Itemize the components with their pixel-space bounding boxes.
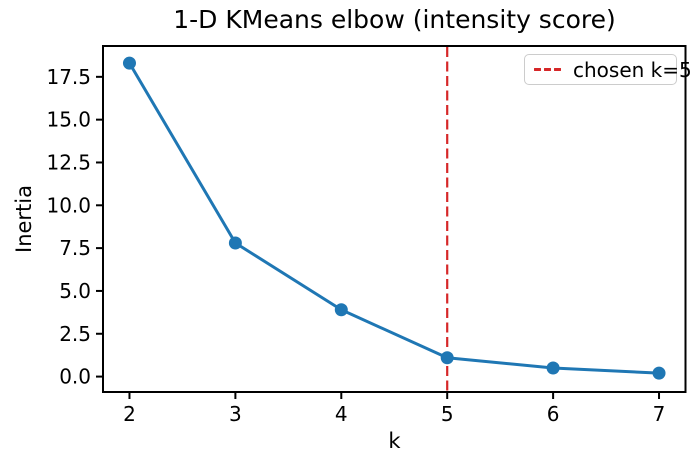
inertia-line bbox=[127, 61, 661, 375]
x-tick-label: 6 bbox=[547, 402, 560, 426]
x-tick-label: 4 bbox=[335, 402, 348, 426]
y-axis-label: Inertia bbox=[12, 185, 36, 253]
data-point bbox=[334, 303, 348, 317]
y-tick-label: 15.0 bbox=[46, 108, 91, 132]
legend: chosen k=5 bbox=[524, 54, 692, 85]
x-tick-label: 2 bbox=[123, 402, 136, 426]
legend-label: chosen k=5 bbox=[573, 57, 692, 82]
data-point bbox=[546, 361, 560, 375]
y-tick-label: 2.5 bbox=[59, 322, 91, 346]
data-point bbox=[440, 351, 454, 365]
chart-title: 1-D KMeans elbow (intensity score) bbox=[173, 5, 616, 34]
legend-dashed-line-sample bbox=[534, 68, 564, 71]
legend-dash-segment bbox=[534, 68, 541, 71]
legend-dash-segment bbox=[554, 68, 561, 71]
data-point bbox=[122, 56, 136, 70]
y-tick-label: 0.0 bbox=[59, 365, 91, 389]
x-tick-label: 5 bbox=[441, 402, 454, 426]
y-tick-label: 5.0 bbox=[59, 279, 91, 303]
y-tick-label: 10.0 bbox=[46, 193, 91, 217]
x-axis-label: k bbox=[388, 429, 401, 453]
axes-spines bbox=[102, 45, 687, 393]
y-tick-label: 7.5 bbox=[59, 236, 91, 260]
data-point bbox=[652, 366, 666, 380]
y-tick-label: 12.5 bbox=[46, 150, 91, 174]
x-tick-label: 7 bbox=[653, 402, 666, 426]
legend-dash-segment bbox=[544, 68, 551, 71]
x-tick-label: 3 bbox=[229, 402, 242, 426]
y-tick-label: 17.5 bbox=[46, 65, 91, 89]
data-point bbox=[228, 236, 242, 250]
